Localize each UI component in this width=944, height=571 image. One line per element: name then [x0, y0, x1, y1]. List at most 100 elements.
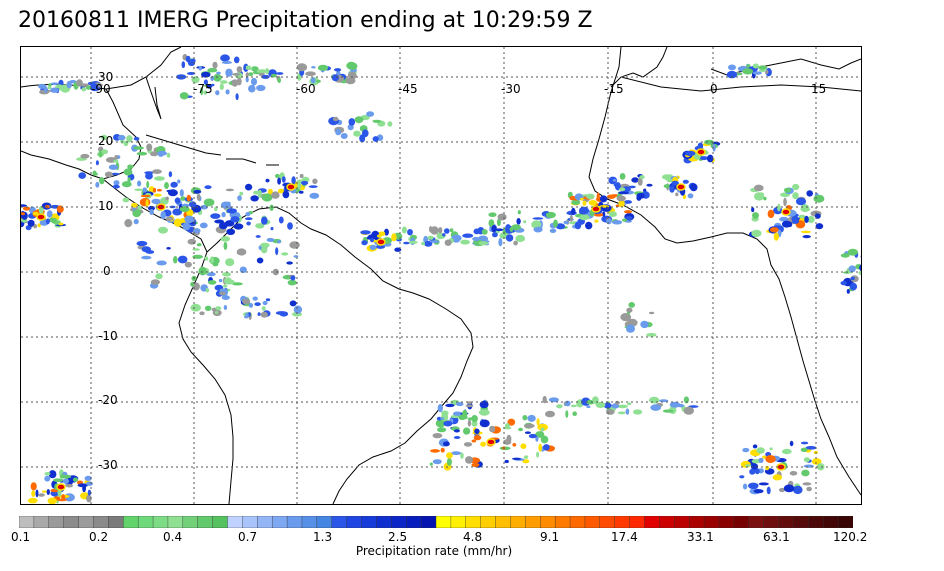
precipitation-cell: [758, 482, 769, 486]
lat-label: 30: [98, 70, 113, 84]
precipitation-cell: [210, 83, 215, 87]
precipitation-cell: [299, 173, 304, 179]
precipitation-cell: [846, 289, 850, 294]
precipitation-cell: [675, 192, 679, 197]
precipitation-cell: [429, 462, 433, 466]
precipitation-cell: [646, 333, 657, 337]
precipitation-cell: [167, 189, 178, 197]
coastline-cuba: [145, 134, 222, 156]
precipitation-cell: [728, 64, 736, 71]
precipitation-cell: [192, 254, 204, 259]
precipitation-cell: [807, 215, 815, 224]
precipitation-cell: [220, 80, 228, 84]
precipitation-cell: [438, 227, 443, 234]
precipitation-cell: [53, 478, 63, 483]
precipitation-cell: [515, 234, 526, 243]
precipitation-cell: [62, 478, 70, 484]
precipitation-cell: [586, 193, 595, 200]
coastline-north-africa: [620, 76, 861, 92]
precipitation-cell: [200, 87, 204, 96]
colorbar-swatch: [510, 515, 526, 529]
precipitation-cell: [453, 429, 460, 433]
precipitation-cell: [697, 142, 704, 150]
precipitation-cell: [538, 443, 542, 452]
colorbar-swatch: [703, 515, 720, 529]
precipitation-cell: [316, 79, 321, 83]
precipitation-cell: [765, 455, 776, 464]
precipitation-cell: [712, 144, 716, 152]
coastline-south-america: [178, 206, 474, 504]
precipitation-cell: [403, 241, 410, 245]
precipitation-cell: [216, 71, 221, 75]
precipitation-cell: [753, 184, 764, 192]
colorbar-swatch: [108, 515, 124, 529]
colorbar-swatch: [137, 515, 154, 529]
precipitation-cell: [636, 192, 645, 199]
precipitation-cell: [198, 65, 202, 71]
precipitation-cell: [478, 241, 489, 246]
longitude-labels: -90 -75 -60 -45 -30 -15 0 15: [91, 82, 826, 96]
precipitation-cell: [38, 83, 47, 89]
precipitation-cell: [784, 187, 791, 193]
precipitation-cell: [545, 211, 556, 219]
precipitation-cell: [800, 441, 809, 445]
precipitation-cell: [261, 216, 268, 225]
precipitation-cell: [481, 229, 488, 235]
precipitation-cell: [495, 228, 504, 232]
precipitation-cell: [756, 447, 765, 454]
colorbar-swatch: [48, 515, 65, 529]
precipitation-cell: [206, 84, 212, 89]
precipitation-cell: [606, 217, 612, 225]
colorbar-swatch: [465, 515, 482, 529]
precipitation-cell: [507, 418, 516, 426]
precipitation-cell: [504, 423, 510, 429]
precipitation-cell: [759, 68, 767, 72]
precipitation-cell: [427, 235, 434, 240]
precipitation-cell: [309, 192, 320, 199]
precipitation-cell: [38, 493, 45, 497]
precipitation-cell: [572, 411, 577, 417]
precipitation-cell: [270, 227, 274, 231]
precipitation-cell: [536, 418, 540, 426]
precipitation-cell: [625, 408, 630, 415]
precipitation-cell: [498, 238, 503, 247]
precipitation-cell: [92, 173, 99, 176]
precipitation-cell: [47, 497, 57, 504]
precipitation-core: [486, 438, 496, 446]
precipitation-cell: [207, 280, 217, 285]
precipitation-cell: [523, 455, 529, 459]
precipitation-cell: [465, 456, 473, 464]
precipitation-cell: [254, 302, 261, 306]
precipitation-cell: [33, 224, 38, 229]
precipitation-cell: [275, 173, 280, 178]
precipitation-cell: [858, 270, 861, 276]
colorbar-tick-label: 0.4: [163, 530, 183, 544]
precipitation-cell: [177, 179, 181, 184]
precipitation-cell: [142, 187, 147, 193]
precipitation-cell: [446, 457, 452, 466]
precipitation-cell: [391, 233, 397, 242]
precipitation-cell: [752, 71, 762, 75]
precipitation-cell: [297, 182, 302, 189]
precipitation-cell: [602, 211, 606, 217]
precipitation-cell: [277, 188, 285, 194]
precipitation-cell: [81, 87, 87, 92]
precipitation-cell: [813, 194, 825, 203]
precipitation-cell: [182, 222, 191, 231]
map-title: 20160811 IMERG Precipitation ending at 1…: [18, 8, 593, 33]
precipitation-cell: [248, 84, 256, 93]
precipitation-cell: [95, 181, 100, 188]
precipitation-cell: [543, 444, 550, 451]
lat-label: -30: [98, 458, 118, 472]
precipitation-cell: [361, 240, 368, 246]
colorbar-swatch: [257, 515, 273, 529]
colorbar-swatch: [33, 515, 50, 529]
precipitation-cell: [452, 411, 463, 416]
precipitation-cell: [370, 238, 374, 243]
lon-label: -15: [604, 82, 624, 96]
precipitation-cell: [281, 252, 289, 256]
lon-label: -45: [398, 82, 418, 96]
precipitation-cell: [462, 233, 474, 238]
precipitation-cell: [462, 409, 468, 418]
precipitation-cell: [271, 191, 280, 199]
